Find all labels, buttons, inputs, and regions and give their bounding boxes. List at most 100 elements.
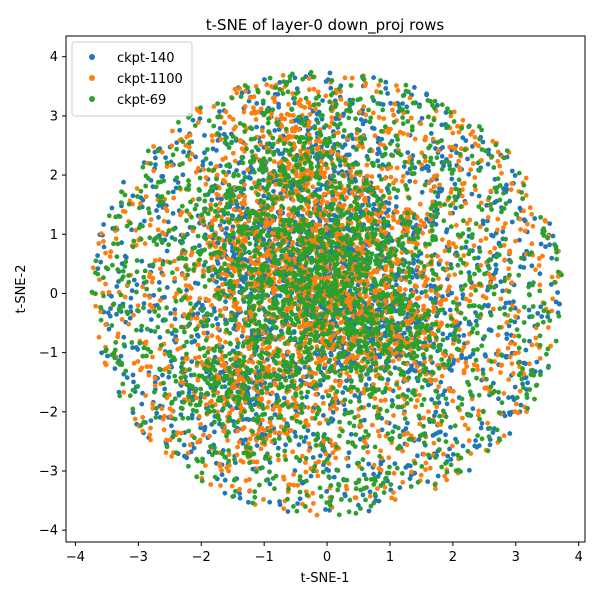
scatter-point-ckpt-1100 (363, 441, 369, 447)
scatter-point-ckpt-140 (435, 473, 441, 479)
scatter-point-ckpt-1100 (230, 407, 235, 412)
scatter-point-ckpt-1100 (405, 430, 411, 436)
scatter-point-ckpt-1100 (318, 158, 324, 164)
scatter-point-ckpt-1100 (235, 326, 241, 332)
scatter-point-ckpt-1100 (113, 236, 119, 242)
scatter-point-ckpt-140 (362, 417, 367, 423)
scatter-point-ckpt-1100 (317, 359, 323, 365)
scatter-point-ckpt-1100 (467, 217, 473, 223)
scatter-point-ckpt-1100 (169, 454, 175, 459)
scatter-point-ckpt-1100 (316, 459, 322, 464)
scatter-point-ckpt-140 (526, 307, 532, 313)
scatter-point-ckpt-1100 (447, 144, 452, 150)
scatter-point-ckpt-140 (310, 455, 316, 460)
scatter-point-ckpt-140 (280, 151, 285, 157)
scatter-point-ckpt-1100 (172, 295, 178, 300)
scatter-point-ckpt-1100 (157, 298, 163, 303)
scatter-point-ckpt-1100 (254, 229, 259, 235)
scatter-point-ckpt-140 (214, 279, 219, 285)
scatter-point-ckpt-140 (101, 244, 107, 250)
scatter-point-ckpt-1100 (252, 110, 258, 116)
scatter-point-ckpt-140 (252, 402, 257, 408)
scatter-point-ckpt-140 (532, 216, 538, 221)
scatter-point-ckpt-140 (504, 336, 510, 341)
scatter-point-ckpt-1100 (376, 82, 382, 88)
scatter-point-ckpt-1100 (243, 142, 248, 148)
scatter-point-ckpt-140 (405, 387, 411, 393)
scatter-point-ckpt-1100 (300, 374, 306, 380)
scatter-point-ckpt-140 (153, 162, 158, 168)
scatter-point-ckpt-140 (294, 86, 300, 92)
scatter-point-ckpt-1100 (354, 136, 360, 142)
scatter-point-ckpt-140 (350, 136, 356, 142)
scatter-point-ckpt-1100 (313, 106, 318, 112)
scatter-point-ckpt-1100 (435, 293, 441, 298)
scatter-point-ckpt-1100 (403, 287, 408, 292)
scatter-point-ckpt-1100 (536, 256, 542, 261)
scatter-point-ckpt-1100 (329, 443, 335, 448)
scatter-point-ckpt-1100 (306, 120, 312, 126)
scatter-point-ckpt-1100 (495, 149, 501, 155)
scatter-point-ckpt-1100 (223, 339, 228, 345)
scatter-point-ckpt-140 (411, 257, 416, 263)
scatter-point-ckpt-1100 (281, 188, 287, 194)
scatter-point-ckpt-140 (283, 442, 288, 448)
scatter-point-ckpt-140 (394, 282, 399, 288)
scatter-point-ckpt-1100 (382, 397, 388, 403)
scatter-point-ckpt-1100 (421, 451, 427, 457)
scatter-point-ckpt-1100 (283, 252, 289, 258)
scatter-point-ckpt-140 (393, 204, 399, 209)
scatter-point-ckpt-1100 (96, 334, 102, 340)
scatter-point-ckpt-1100 (400, 229, 406, 235)
scatter-point-ckpt-1100 (459, 181, 465, 187)
scatter-point-ckpt-140 (304, 394, 309, 400)
scatter-point-ckpt-1100 (306, 132, 312, 138)
scatter-point-ckpt-140 (139, 258, 145, 264)
scatter-point-ckpt-1100 (241, 377, 247, 383)
scatter-point-ckpt-140 (328, 350, 334, 356)
scatter-point-ckpt-1100 (280, 73, 286, 78)
scatter-point-ckpt-1100 (476, 143, 481, 149)
scatter-point-ckpt-1100 (393, 177, 399, 183)
scatter-point-ckpt-140 (139, 401, 145, 407)
scatter-point-ckpt-140 (237, 491, 243, 496)
scatter-point-ckpt-1100 (464, 364, 470, 369)
scatter-point-ckpt-1100 (148, 437, 153, 443)
scatter-point-ckpt-140 (380, 102, 386, 107)
scatter-point-ckpt-140 (378, 461, 384, 467)
scatter-point-ckpt-1100 (163, 450, 169, 455)
scatter-point-ckpt-1100 (248, 255, 254, 261)
scatter-point-ckpt-1100 (288, 306, 294, 311)
scatter-point-ckpt-1100 (306, 448, 312, 453)
scatter-point-ckpt-1100 (267, 298, 273, 303)
scatter-point-ckpt-140 (506, 323, 512, 329)
scatter-point-ckpt-1100 (272, 380, 278, 386)
scatter-point-ckpt-1100 (270, 287, 276, 293)
scatter-point-ckpt-1100 (288, 266, 293, 271)
scatter-point-ckpt-1100 (236, 322, 242, 328)
scatter-point-ckpt-140 (296, 442, 302, 448)
scatter-point-ckpt-1100 (261, 497, 266, 502)
scatter-point-ckpt-140 (511, 299, 516, 305)
scatter-point-ckpt-1100 (307, 508, 313, 513)
scatter-point-ckpt-140 (367, 489, 373, 495)
scatter-point-ckpt-1100 (428, 379, 434, 384)
scatter-point-ckpt-1100 (333, 378, 338, 384)
scatter-point-ckpt-140 (525, 380, 530, 386)
scatter-point-ckpt-140 (440, 331, 446, 337)
scatter-point-ckpt-140 (411, 260, 416, 266)
scatter-point-ckpt-140 (539, 314, 545, 319)
scatter-point-ckpt-140 (469, 191, 475, 197)
scatter-point-ckpt-1100 (508, 340, 513, 346)
scatter-point-ckpt-1100 (281, 474, 286, 480)
scatter-point-ckpt-1100 (498, 296, 504, 302)
scatter-point-ckpt-1100 (235, 444, 241, 450)
scatter-point-ckpt-140 (450, 452, 456, 457)
scatter-point-ckpt-1100 (195, 439, 200, 445)
scatter-point-ckpt-140 (463, 138, 469, 144)
scatter-point-ckpt-140 (310, 431, 316, 437)
scatter-point-ckpt-140 (215, 240, 221, 246)
scatter-point-ckpt-140 (254, 443, 260, 448)
scatter-point-ckpt-1100 (267, 419, 273, 425)
scatter-point-ckpt-1100 (175, 346, 181, 352)
